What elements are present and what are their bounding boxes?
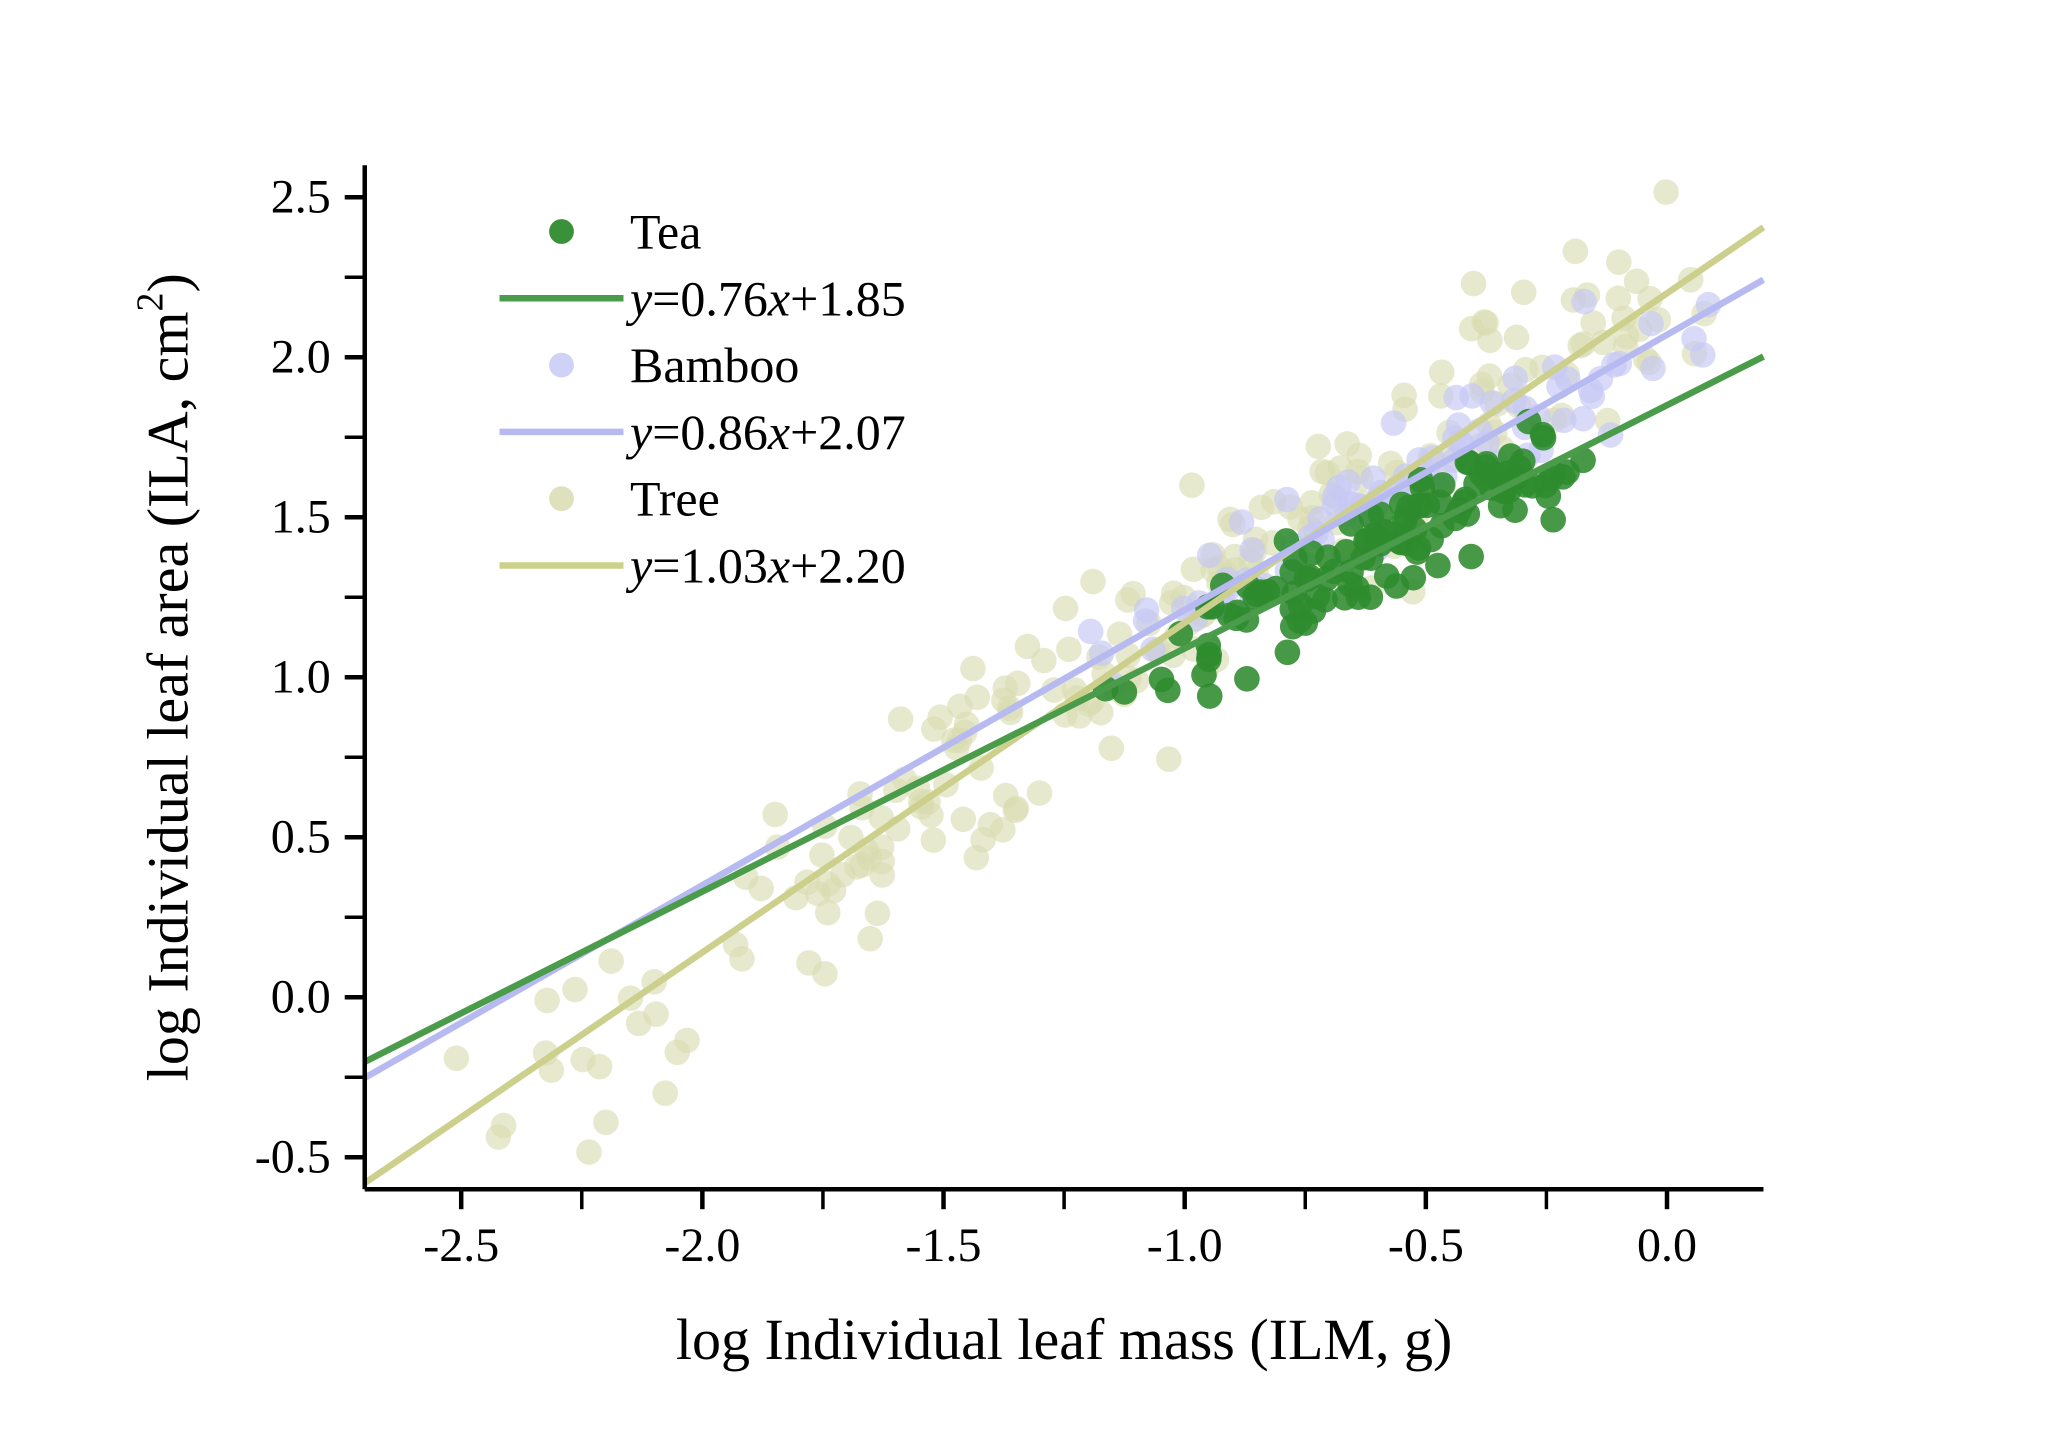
svg-text:0.0: 0.0 bbox=[271, 971, 331, 1024]
svg-text:1.5: 1.5 bbox=[271, 491, 331, 544]
svg-text:Tea: Tea bbox=[630, 204, 701, 260]
svg-text:y=0.76x+1.85: y=0.76x+1.85 bbox=[625, 270, 906, 326]
svg-text:0.5: 0.5 bbox=[271, 811, 331, 864]
svg-text:Bamboo: Bamboo bbox=[630, 337, 799, 393]
svg-text:2.5: 2.5 bbox=[271, 171, 331, 224]
svg-text:2.0: 2.0 bbox=[271, 331, 331, 384]
svg-text:-1.5: -1.5 bbox=[906, 1219, 982, 1272]
svg-text:-2.5: -2.5 bbox=[423, 1219, 499, 1272]
svg-text:-0.5: -0.5 bbox=[1388, 1219, 1464, 1272]
svg-text:Tree: Tree bbox=[630, 471, 720, 527]
svg-text:y=1.03x+2.20: y=1.03x+2.20 bbox=[625, 538, 906, 594]
svg-text:y=0.86x+2.07: y=0.86x+2.07 bbox=[625, 404, 906, 460]
svg-text:1.0: 1.0 bbox=[271, 651, 331, 704]
svg-text:-1.0: -1.0 bbox=[1147, 1219, 1223, 1272]
svg-text:log Individual leaf mass (ILM,: log Individual leaf mass (ILM, g) bbox=[676, 1307, 1452, 1372]
svg-text:0.0: 0.0 bbox=[1637, 1219, 1697, 1272]
svg-text:log Individual leaf area (ILA,: log Individual leaf area (ILA, cm2) bbox=[129, 273, 201, 1081]
svg-text:-2.0: -2.0 bbox=[664, 1219, 740, 1272]
svg-text:-0.5: -0.5 bbox=[255, 1131, 331, 1184]
